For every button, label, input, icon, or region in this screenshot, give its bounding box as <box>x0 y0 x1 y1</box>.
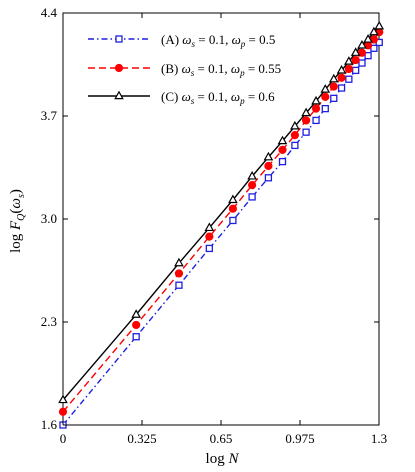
data-point <box>290 131 299 140</box>
data-point <box>358 59 366 67</box>
data-point <box>58 394 68 404</box>
data-point <box>364 52 372 60</box>
data-point <box>374 20 385 30</box>
data-point <box>264 174 273 182</box>
data-point <box>350 47 361 56</box>
y-axis-label: log FQ(ωs) <box>8 189 27 253</box>
plot-area-border <box>62 12 380 426</box>
legend: (A) ωs = 0.1, ωp = 0.5 (B) ωs = 0.1, ωp =… <box>88 32 281 106</box>
data-point <box>312 116 320 125</box>
y-tick-label: 2.3 <box>41 314 57 329</box>
data-point <box>264 161 273 171</box>
data-point <box>351 55 360 65</box>
data-point <box>301 107 311 117</box>
data-point <box>369 26 379 36</box>
data-point <box>228 204 238 213</box>
data-point <box>291 141 299 150</box>
y-tick-label: 3.7 <box>41 108 58 123</box>
data-point <box>174 269 184 278</box>
data-point <box>344 56 354 65</box>
data-point <box>321 92 330 101</box>
data-point <box>311 95 321 105</box>
series-b <box>58 28 384 416</box>
data-point <box>336 64 347 74</box>
data-point <box>263 151 274 161</box>
data-point <box>344 64 353 74</box>
ticks-layer: 0 0.325 0.65 0.975 1.3 1.6 2.3 3.0 3.7 4.4 <box>41 5 387 446</box>
data-point <box>248 181 257 190</box>
data-point <box>131 309 141 318</box>
data-point <box>337 73 346 82</box>
data-point <box>290 120 300 130</box>
data-point <box>247 170 257 180</box>
series-c <box>58 20 385 404</box>
data-point <box>311 104 321 113</box>
y-tick-label: 4.4 <box>41 5 58 20</box>
legend-marker <box>114 63 124 73</box>
x-tick-label: 1.3 <box>371 431 387 446</box>
legend-entry-text: (B) ωs = 0.1, ωp = 0.55 <box>161 61 281 78</box>
data-point <box>357 39 367 49</box>
legend-marker <box>114 90 124 100</box>
data-point <box>277 135 288 145</box>
data-point <box>174 257 184 267</box>
y-tick-label: 1.6 <box>41 417 58 432</box>
data-point <box>345 75 353 83</box>
data-point <box>329 82 338 91</box>
data-point <box>248 193 256 201</box>
legend-marker <box>115 35 123 43</box>
data-point <box>301 116 311 125</box>
data-point <box>321 104 329 113</box>
data-point <box>337 84 346 92</box>
y-tick-label: 3.0 <box>41 211 57 226</box>
x-axis-label: log N <box>206 451 240 467</box>
legend-entry-text: (A) ωs = 0.1, ωp = 0.5 <box>161 32 275 49</box>
x-tick-label: 0.325 <box>127 431 156 446</box>
data-point <box>204 222 215 232</box>
data-point <box>352 66 360 75</box>
legend-entry-text: (C) ωs = 0.1, ωp = 0.6 <box>161 89 275 106</box>
x-tick-label: 0.975 <box>285 431 314 446</box>
data-point <box>58 407 68 416</box>
data-point <box>328 73 339 83</box>
data-point <box>320 84 331 93</box>
data-point <box>278 157 287 166</box>
data-point <box>175 281 183 289</box>
plot-frame <box>62 12 380 426</box>
data-point <box>302 128 310 136</box>
data-point <box>228 194 238 204</box>
data-point <box>132 333 140 341</box>
x-tick-label: 0 <box>60 431 67 446</box>
data-point <box>330 94 338 102</box>
data-point <box>229 216 237 225</box>
data-point <box>205 232 214 241</box>
data-point <box>363 34 373 43</box>
data-point <box>278 145 287 154</box>
x-tick-label: 0.65 <box>210 431 233 446</box>
series-line <box>62 41 380 426</box>
data-point <box>205 244 213 253</box>
data-point <box>132 320 141 330</box>
